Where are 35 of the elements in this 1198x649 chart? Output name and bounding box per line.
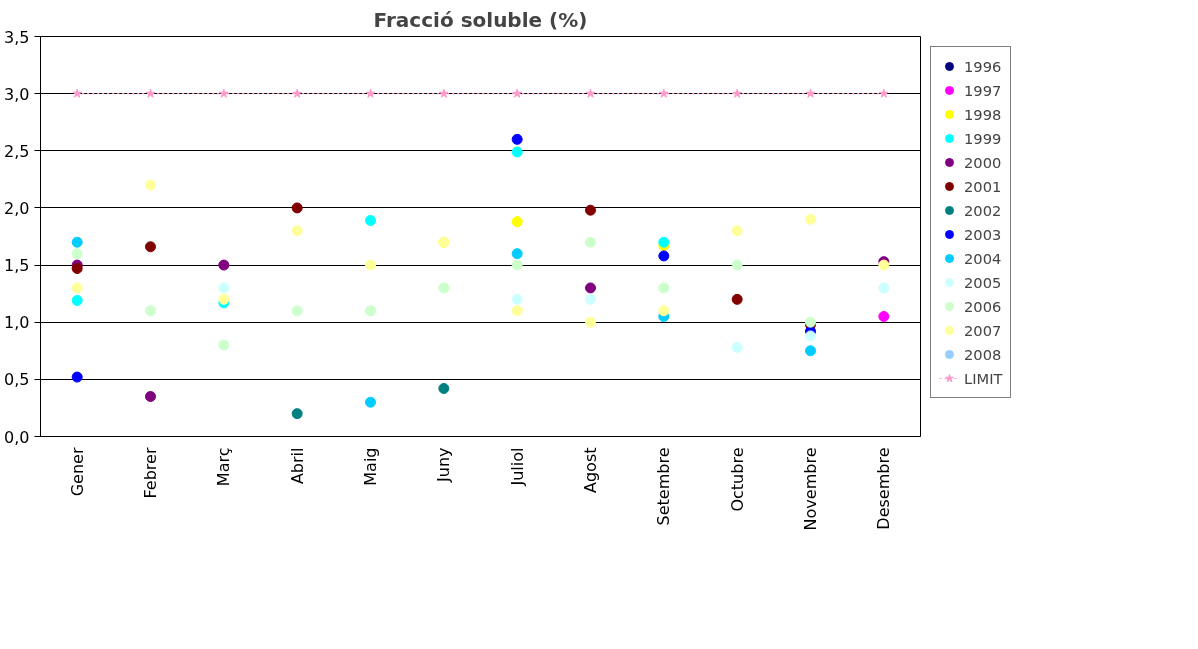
x-tick-label: Desembre <box>874 447 894 530</box>
legend-label: 2006 <box>964 296 1002 317</box>
y-tick-label: 1,0 <box>4 313 30 333</box>
legend-label: 2008 <box>964 344 1002 365</box>
legend-label: 2007 <box>964 320 1002 341</box>
chart-title: Fracció soluble (%) <box>373 7 588 32</box>
x-tick-label: Abril <box>287 447 307 485</box>
x-tick-label: Maig <box>361 447 380 486</box>
x-tick-label: Octubre <box>727 447 747 512</box>
y-tick-label: 2,5 <box>4 141 30 161</box>
legend-label: 2002 <box>964 200 1002 221</box>
legend-label: 1999 <box>964 128 1002 149</box>
x-tick-label: Juliol <box>507 447 527 487</box>
y-tick-label: 2,0 <box>4 198 30 218</box>
x-tick-label: Febrer <box>141 447 160 499</box>
legend-label: 1996 <box>964 56 1002 77</box>
legend-label: 2004 <box>964 248 1002 269</box>
x-tick-label: Gener <box>67 447 87 497</box>
legend-label: 2005 <box>964 272 1002 293</box>
legend-label: 2001 <box>964 176 1002 197</box>
x-tick-label: Juny <box>434 447 454 483</box>
x-tick-label: Novembre <box>801 447 820 531</box>
legend-label: 2003 <box>964 224 1002 245</box>
legend-label: LIMIT <box>964 368 1003 389</box>
y-tick-label: 1,5 <box>4 256 30 276</box>
x-tick-label: Agost <box>581 447 600 493</box>
legend-label: 2000 <box>964 152 1002 173</box>
legend-label: 1998 <box>964 104 1002 125</box>
x-tick-label: Març <box>214 447 234 487</box>
y-tick-label: 3,5 <box>4 27 30 47</box>
y-tick-label: 0,5 <box>4 370 30 390</box>
y-tick-label: 0,0 <box>4 427 30 447</box>
legend-label: 1997 <box>964 80 1002 101</box>
y-tick-label: 3,0 <box>4 84 30 104</box>
x-tick-label: Setembre <box>654 447 674 526</box>
